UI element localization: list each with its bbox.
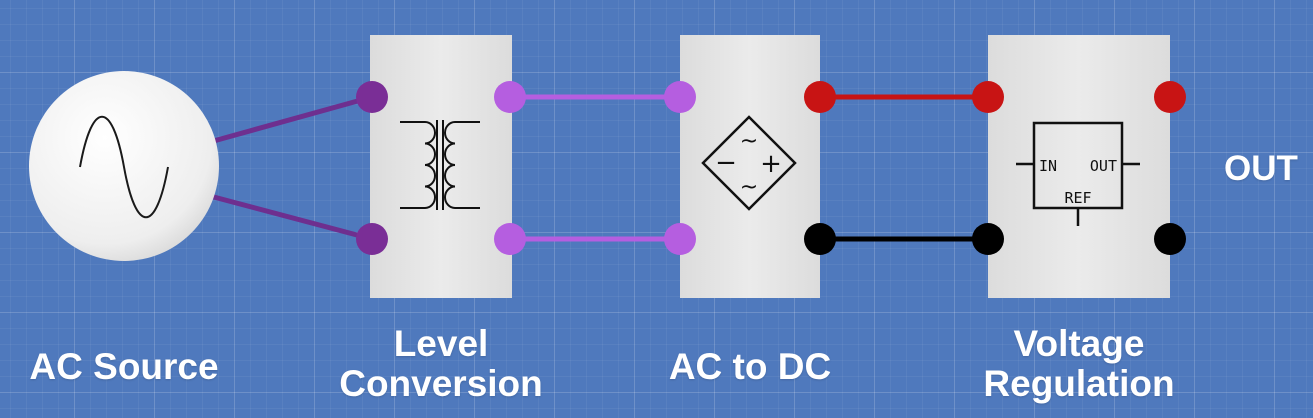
voltage-regulation-label-line1: Voltage — [1013, 323, 1145, 364]
transformer-icon — [400, 120, 480, 210]
terminal-rectifier-in-bottom — [664, 223, 696, 255]
rectifier-minus: − — [715, 148, 737, 178]
terminal-rectifier-out-positive — [804, 81, 836, 113]
bridge-rectifier-icon: ~ ~ − + — [701, 115, 797, 211]
ac-source-label: AC Source — [29, 346, 219, 387]
ac-to-dc-block: ~ ~ − + — [680, 35, 820, 298]
terminal-level-in-bottom — [356, 223, 388, 255]
terminal-regulator-in-positive — [972, 81, 1004, 113]
terminal-rectifier-in-top — [664, 81, 696, 113]
ac-to-dc-label: AC to DC — [668, 346, 832, 387]
level-conversion-label: Level Conversion — [300, 324, 582, 404]
voltage-regulation-block: IN OUT REF — [988, 35, 1170, 298]
terminal-regulator-out-negative — [1154, 223, 1186, 255]
regulator-out-label: OUT — [1090, 157, 1117, 175]
regulator-ref-label: REF — [1064, 189, 1091, 207]
terminal-level-in-top — [356, 81, 388, 113]
wire-source-bottom — [209, 193, 373, 242]
regulator-in-label: IN — [1039, 157, 1057, 175]
voltage-regulation-label: Voltage Regulation — [939, 324, 1219, 404]
voltage-regulation-label-line2: Regulation — [983, 363, 1175, 404]
rectifier-ac-bottom: ~ — [740, 175, 758, 200]
voltage-regulator-icon: IN OUT REF — [1016, 121, 1140, 226]
level-conversion-label-line2: Conversion — [339, 363, 543, 404]
terminal-level-out-top — [494, 81, 526, 113]
rectifier-ac-top: ~ — [740, 129, 758, 154]
level-conversion-label-line1: Level — [393, 323, 489, 364]
terminal-regulator-in-negative — [972, 223, 1004, 255]
ac-source-block — [29, 71, 219, 261]
terminal-rectifier-out-negative — [804, 223, 836, 255]
rectifier-plus: + — [760, 149, 782, 179]
level-conversion-block — [370, 35, 512, 298]
wire-source-top — [209, 94, 373, 145]
output-label: OUT — [1224, 149, 1298, 188]
terminal-level-out-bottom — [494, 223, 526, 255]
sine-wave-icon — [79, 116, 169, 218]
terminal-regulator-out-positive — [1154, 81, 1186, 113]
